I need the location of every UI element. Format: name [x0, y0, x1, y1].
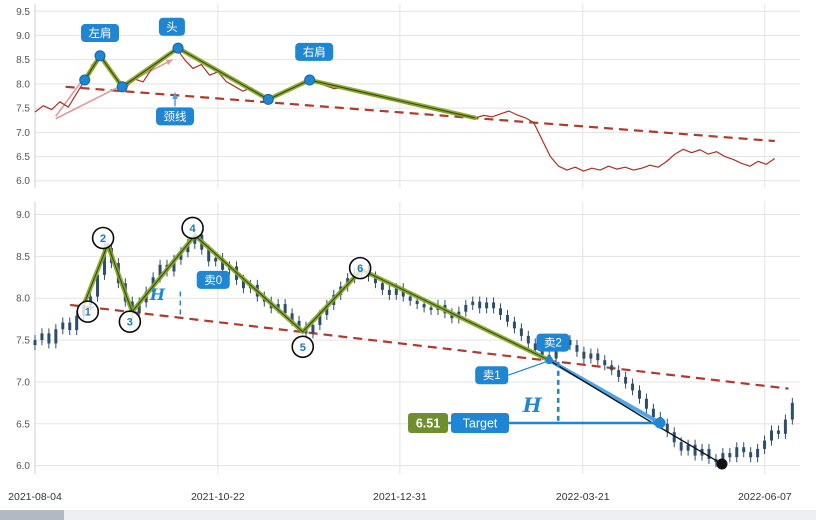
zigzag-core-line: [84, 47, 475, 119]
pivot-number: 3: [127, 317, 133, 329]
trend-arrow-head: [165, 59, 173, 66]
overview-chart-container[interactable]: 9.5 9.0 8.5 8.0 7.5 7.0 6.5 6.0 左肩 头右肩颈线: [0, 0, 816, 201]
trendline-dashed: [70, 303, 789, 390]
bottom-dot: [716, 458, 728, 470]
sell-1-badge: [475, 366, 509, 385]
zigzag-line: [82, 45, 478, 121]
y-axis-label: 6.0: [16, 461, 30, 472]
pivot-circle: [76, 300, 100, 323]
sell-pointer-line: [508, 361, 547, 376]
y-axis-label: 8.5: [16, 252, 30, 263]
target-label-badge: [451, 412, 510, 433]
head-badge-label: 头: [166, 21, 178, 34]
target-value-badge: [408, 412, 449, 433]
scrollbar-thumb[interactable]: [0, 510, 64, 520]
x-axis-label: 2022-06-07: [737, 491, 792, 503]
sell-point-dot: [545, 356, 554, 365]
pivot-number: 1: [85, 307, 91, 319]
sell-0-badge-label: 卖0: [204, 274, 222, 287]
neckline-badge: [155, 107, 194, 126]
y-axis-label: 9.0: [16, 210, 30, 221]
pivot-circle: [181, 216, 204, 240]
pivot-dot: [172, 42, 184, 54]
neckline-badge-label: 颈线: [163, 109, 186, 123]
y-axis-label: 7.5: [16, 336, 30, 347]
pivot-number: 4: [190, 223, 197, 235]
x-axis-label: 2021-10-22: [190, 491, 245, 503]
breakdown-black-line: [548, 359, 723, 465]
y-axis-label: 9.0: [16, 31, 30, 42]
sell-1-badge-label: 卖1: [483, 369, 501, 382]
height-measure-label: H: [522, 393, 543, 417]
candlestick-series: [33, 229, 794, 468]
pivot-dot: [94, 50, 106, 62]
pivot-circle: [291, 335, 315, 359]
pivot-number: 2: [100, 233, 106, 245]
pivot-circle: [348, 256, 372, 280]
x-axis: 2021-08-04 2021-10-22 2021-12-31 2022-03-21…: [0, 491, 816, 506]
pivot-number: 5: [300, 342, 306, 354]
height-measure-label: H: [149, 285, 166, 304]
y-axis-label: 7.5: [16, 104, 30, 115]
x-axis-label: 2021-08-04: [8, 491, 62, 503]
price-line: [34, 47, 776, 172]
target-label: Target: [463, 416, 498, 430]
pivot-dot: [304, 74, 316, 86]
target-value: 6.51: [416, 416, 440, 430]
right-shoulder-badge: [295, 42, 334, 61]
x-axis-label: 2021-12-31: [373, 491, 427, 503]
pivot-dot: [79, 74, 91, 86]
y-axis-label: 8.5: [16, 55, 30, 66]
pivot-dot: [262, 93, 274, 105]
left-shoulder-badge-label: 左肩: [89, 26, 112, 40]
y-axis-label: 6.5: [16, 152, 30, 163]
neckline-arrow-head: [172, 92, 178, 100]
pivot-number: 6: [357, 263, 363, 275]
pivot-circle: [91, 226, 115, 250]
y-axis-label: 9.5: [16, 7, 30, 18]
target-dot: [654, 417, 666, 429]
head-badge: [158, 17, 185, 36]
pivot-circle: [118, 310, 142, 333]
right-shoulder-badge-label: 右肩: [303, 45, 326, 59]
candlestick-chart[interactable]: 9.0 8.5 8.0 7.5 7.0 6.5 6.0 卖0 卖1 卖2 1 2 3 4 5 6 H H 6.51 T…: [0, 196, 816, 492]
y-axis-label: 6.5: [16, 419, 30, 430]
sell-2-badge: [536, 333, 570, 352]
candlestick-chart-container[interactable]: 9.0 8.5 8.0 7.5 7.0 6.5 6.0 卖0 卖1 卖2 1 2 3 4 5 6 H H 6.51 T…: [0, 196, 816, 497]
pivot-dot: [116, 81, 128, 93]
left-shoulder-badge: [81, 24, 120, 43]
sell-2-badge-label: 卖2: [544, 337, 562, 350]
y-axis-label: 7.0: [16, 128, 30, 139]
footer-scrollbar[interactable]: [0, 510, 816, 520]
sell-0-badge: [196, 270, 230, 289]
trendline-dashed: [65, 85, 775, 143]
y-axis-label: 7.0: [16, 377, 30, 388]
y-axis-label: 8.0: [16, 79, 30, 90]
y-axis-label: 6.0: [16, 176, 30, 187]
y-axis-label: 8.0: [16, 294, 30, 305]
trend-arrow: [55, 58, 174, 120]
x-axis-label: 2022-03-21: [555, 491, 610, 503]
